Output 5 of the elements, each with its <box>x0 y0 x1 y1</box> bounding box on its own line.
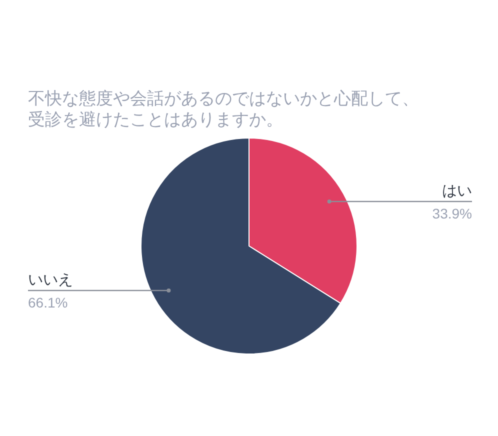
data-label: 33.9% <box>432 206 472 222</box>
data-label: 66.1% <box>28 294 68 310</box>
slice-label: はい <box>442 182 472 200</box>
slice-label: いいえ <box>28 271 73 288</box>
chart-title: 不快な態度や会話があるのではないかと心配して、受診を避けたことはありますか。 <box>28 89 419 129</box>
